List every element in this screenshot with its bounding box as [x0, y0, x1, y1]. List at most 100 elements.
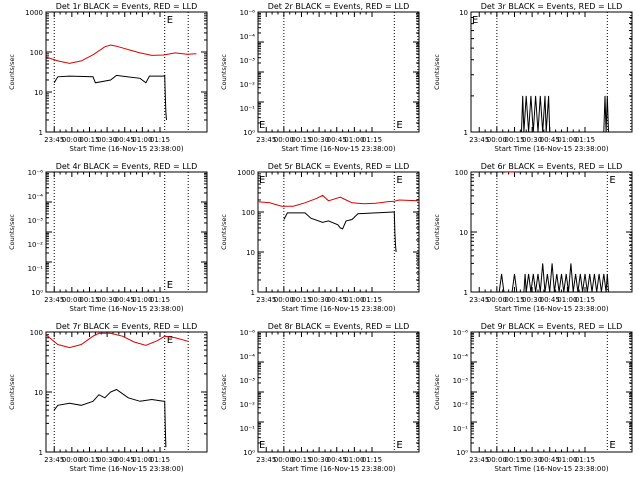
y-axis-label: Counts/sec: [433, 214, 441, 250]
x-tick-label: 23:45: [44, 456, 64, 464]
events-series-line: [521, 95, 609, 132]
x-tick-label: 01:15: [362, 136, 382, 144]
x-tick-label: 00:45: [327, 456, 347, 464]
y-tick-label: 10⁻³: [240, 377, 256, 385]
events-series-line: [283, 211, 397, 253]
x-axis-label: Start Time (16-Nov-15 23:38:00): [281, 465, 395, 473]
panel-title: Det 8r BLACK = Events, RED = LLD: [268, 322, 410, 331]
x-tick-label: 01:15: [150, 456, 170, 464]
y-axis-label: Counts/sec: [220, 214, 228, 250]
x-tick-label: 01:00: [344, 456, 364, 464]
x-axis-label: Start Time (16-Nov-15 23:38:00): [69, 465, 183, 473]
eclipse-marker: E: [259, 120, 265, 131]
y-tick-label: 1: [464, 129, 468, 137]
x-tick-label: 00:30: [522, 136, 542, 144]
x-tick-label: 01:00: [132, 456, 152, 464]
x-tick-label: 00:00: [487, 296, 507, 304]
x-axis-label: Start Time (16-Nov-15 23:38:00): [494, 305, 608, 313]
eclipse-marker: E: [609, 175, 615, 186]
x-tick-label: 23:45: [256, 136, 276, 144]
x-tick-label: 00:30: [309, 296, 329, 304]
y-tick-label: 10⁻⁶: [28, 169, 44, 177]
x-tick-label: 23:45: [44, 136, 64, 144]
y-axis-label: Counts/sec: [8, 214, 16, 250]
x-tick-label: 00:30: [522, 456, 542, 464]
x-tick-label: 01:00: [557, 296, 577, 304]
y-axis-label: Counts/sec: [220, 374, 228, 410]
panel-det-4: Det 4r BLACK = Events, RED = LLD 10⁰ 10⁻¹ 1…: [8, 162, 208, 313]
x-tick-label: 01:15: [575, 456, 595, 464]
y-tick-label: 1: [39, 449, 43, 457]
panel-det-2: Det 2r BLACK = Events, RED = LLD 10⁰ 10⁻¹ 1…: [220, 2, 420, 153]
x-tick-label: 00:15: [79, 136, 99, 144]
x-tick-label: 00:15: [79, 296, 99, 304]
eclipse-marker: E: [396, 440, 402, 451]
x-tick-label: 00:30: [97, 136, 117, 144]
panel-det-5: Det 5r BLACK = Events, RED = LLD 1 10 100 10…: [220, 162, 420, 313]
y-tick-label: 10⁻⁶: [240, 329, 256, 337]
panel-title: Det 9r BLACK = Events, RED = LLD: [481, 322, 623, 331]
x-tick-label: 00:30: [309, 456, 329, 464]
x-axis-label: Start Time (16-Nov-15 23:38:00): [281, 145, 395, 153]
x-tick-label: 01:00: [132, 296, 152, 304]
plot-frame: [45, 171, 208, 293]
x-tick-label: 00:30: [522, 296, 542, 304]
x-tick-label: 00:15: [504, 136, 524, 144]
panel-title: Det 2r BLACK = Events, RED = LLD: [268, 2, 410, 11]
events-series-line: [498, 263, 609, 292]
eclipse-marker: E: [609, 440, 615, 451]
x-tick-label: 00:30: [97, 456, 117, 464]
y-axis-label: Counts/sec: [8, 374, 16, 410]
y-tick-label: 1000: [237, 169, 255, 177]
y-tick-label: 10⁻²: [28, 241, 44, 249]
x-tick-label: 23:45: [44, 296, 64, 304]
eclipse-marker: E: [396, 120, 402, 131]
y-tick-label: 1: [39, 129, 43, 137]
y-tick-label: 100: [30, 329, 43, 337]
y-tick-label: 10⁻²: [453, 401, 469, 409]
y-tick-label: 10⁰: [243, 129, 255, 137]
y-tick-label: 10⁰: [31, 289, 43, 297]
y-tick-label: 10⁻⁶: [453, 329, 469, 337]
x-tick-label: 00:15: [291, 456, 311, 464]
plot-frame: [257, 331, 420, 453]
x-tick-label: 01:15: [150, 136, 170, 144]
lld-series-line: [46, 332, 189, 349]
x-tick-label: 00:45: [540, 296, 560, 304]
eclipse-marker: E: [259, 440, 265, 451]
x-axis-label: Start Time (16-Nov-15 23:38:00): [69, 305, 183, 313]
x-axis-label: Start Time (16-Nov-15 23:38:00): [494, 465, 608, 473]
x-tick-label: 00:00: [62, 456, 82, 464]
y-tick-label: 100: [455, 169, 468, 177]
x-tick-label: 00:00: [62, 136, 82, 144]
x-tick-label: 00:45: [115, 136, 135, 144]
plot-frame: [470, 331, 633, 453]
y-axis-label: Counts/sec: [433, 54, 441, 90]
y-tick-label: 10⁻¹: [28, 265, 44, 273]
plot-frame: [257, 11, 420, 133]
lld-series-line: [46, 44, 197, 64]
x-tick-label: 01:15: [362, 296, 382, 304]
x-tick-label: 00:00: [274, 456, 294, 464]
x-tick-label: 01:00: [344, 136, 364, 144]
eclipse-marker: E: [396, 175, 402, 186]
panel-det-8: Det 8r BLACK = Events, RED = LLD 10⁰ 10⁻¹ 1…: [220, 322, 420, 473]
y-tick-label: 10⁻⁴: [240, 33, 256, 41]
x-tick-label: 00:30: [309, 136, 329, 144]
panel-title: Det 1r BLACK = Events, RED = LLD: [56, 2, 198, 11]
y-tick-label: 10: [246, 249, 255, 257]
y-tick-label: 10⁰: [456, 449, 468, 457]
y-tick-label: 10: [34, 389, 43, 397]
y-tick-label: 1: [464, 289, 468, 297]
y-tick-label: 10⁻¹: [240, 425, 256, 433]
y-tick-label: 1: [251, 289, 255, 297]
x-tick-label: 00:45: [327, 296, 347, 304]
panel-title: Det 6r BLACK = Events, RED = LLD: [481, 162, 623, 171]
x-tick-label: 00:45: [327, 136, 347, 144]
y-tick-label: 10⁻⁶: [240, 9, 256, 17]
y-tick-label: 100: [242, 209, 255, 217]
eclipse-marker: E: [259, 175, 265, 186]
x-tick-label: 00:00: [487, 456, 507, 464]
x-tick-label: 00:00: [274, 136, 294, 144]
x-tick-label: 00:00: [274, 296, 294, 304]
